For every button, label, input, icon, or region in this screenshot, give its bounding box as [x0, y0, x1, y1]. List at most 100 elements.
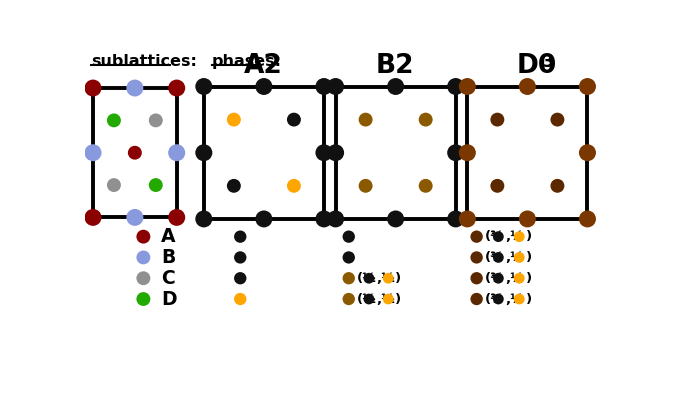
- Circle shape: [327, 78, 344, 95]
- Circle shape: [136, 230, 150, 244]
- Circle shape: [493, 231, 504, 242]
- Circle shape: [519, 210, 536, 228]
- Circle shape: [85, 144, 102, 161]
- Circle shape: [359, 179, 372, 193]
- Text: (½: (½: [357, 272, 376, 285]
- Circle shape: [255, 78, 272, 95]
- Circle shape: [364, 273, 374, 284]
- Circle shape: [447, 210, 464, 228]
- Text: ,¼: ,¼: [505, 251, 524, 264]
- Circle shape: [364, 294, 374, 304]
- Circle shape: [316, 78, 333, 95]
- Circle shape: [136, 292, 150, 306]
- Text: A2: A2: [244, 53, 283, 79]
- Circle shape: [287, 113, 301, 126]
- Circle shape: [287, 179, 301, 193]
- Circle shape: [342, 251, 355, 264]
- Circle shape: [107, 114, 121, 127]
- Circle shape: [85, 209, 102, 226]
- Circle shape: [168, 80, 186, 96]
- Text: B: B: [161, 248, 175, 267]
- Circle shape: [128, 146, 142, 160]
- Circle shape: [195, 78, 212, 95]
- Circle shape: [234, 230, 246, 243]
- Circle shape: [316, 144, 333, 161]
- Circle shape: [514, 294, 524, 304]
- Circle shape: [550, 113, 565, 126]
- Circle shape: [107, 178, 121, 192]
- Circle shape: [234, 251, 246, 264]
- Circle shape: [514, 252, 524, 263]
- Text: ): ): [396, 292, 402, 306]
- Circle shape: [493, 294, 504, 304]
- Text: ,¼: ,¼: [505, 272, 524, 285]
- Text: (½: (½: [357, 292, 376, 306]
- Circle shape: [387, 210, 404, 228]
- Circle shape: [136, 250, 150, 264]
- Text: phases:: phases:: [211, 54, 282, 69]
- Circle shape: [227, 113, 241, 126]
- Circle shape: [383, 294, 394, 304]
- Text: ): ): [527, 230, 533, 243]
- Circle shape: [490, 179, 504, 193]
- Circle shape: [234, 272, 246, 284]
- Text: (¾: (¾: [484, 251, 504, 264]
- Circle shape: [126, 209, 143, 226]
- Circle shape: [471, 272, 483, 284]
- Circle shape: [149, 178, 163, 192]
- Text: ): ): [527, 272, 533, 285]
- Circle shape: [234, 293, 246, 305]
- Text: (¾: (¾: [484, 272, 504, 285]
- Text: ,½: ,½: [376, 272, 395, 285]
- Circle shape: [514, 273, 524, 284]
- Circle shape: [227, 179, 241, 193]
- Text: ,¼: ,¼: [505, 292, 524, 306]
- Text: B2: B2: [376, 53, 415, 79]
- Circle shape: [493, 252, 504, 263]
- Circle shape: [471, 230, 483, 243]
- Circle shape: [490, 113, 504, 126]
- Text: D: D: [161, 290, 177, 308]
- Circle shape: [342, 272, 355, 284]
- Circle shape: [459, 78, 476, 95]
- Circle shape: [316, 210, 333, 228]
- Text: C: C: [161, 269, 175, 288]
- Circle shape: [493, 273, 504, 284]
- Text: ): ): [396, 272, 402, 285]
- Text: D0: D0: [517, 53, 557, 79]
- Circle shape: [579, 210, 596, 228]
- Circle shape: [342, 293, 355, 305]
- Circle shape: [579, 144, 596, 161]
- Text: sublattices:: sublattices:: [91, 54, 197, 69]
- Circle shape: [579, 78, 596, 95]
- Circle shape: [342, 230, 355, 243]
- Circle shape: [519, 78, 536, 95]
- Circle shape: [327, 144, 344, 161]
- Circle shape: [85, 80, 102, 96]
- Circle shape: [550, 179, 565, 193]
- Circle shape: [459, 210, 476, 228]
- Circle shape: [419, 179, 432, 193]
- Circle shape: [359, 113, 372, 126]
- Circle shape: [471, 251, 483, 264]
- Circle shape: [447, 144, 464, 161]
- Text: ,¼: ,¼: [505, 230, 524, 243]
- Circle shape: [136, 271, 150, 285]
- Text: (¾: (¾: [484, 230, 504, 243]
- Text: ): ): [527, 251, 533, 264]
- Circle shape: [149, 114, 163, 127]
- Circle shape: [168, 144, 186, 161]
- Text: 3: 3: [542, 53, 554, 71]
- Circle shape: [327, 210, 344, 228]
- Text: ): ): [527, 292, 533, 306]
- Circle shape: [514, 231, 524, 242]
- Circle shape: [255, 210, 272, 228]
- Circle shape: [471, 293, 483, 305]
- Text: ,½: ,½: [376, 292, 395, 306]
- Circle shape: [383, 273, 394, 284]
- Circle shape: [459, 144, 476, 161]
- Circle shape: [195, 210, 212, 228]
- Text: A: A: [161, 227, 176, 246]
- Circle shape: [168, 209, 186, 226]
- Circle shape: [387, 78, 404, 95]
